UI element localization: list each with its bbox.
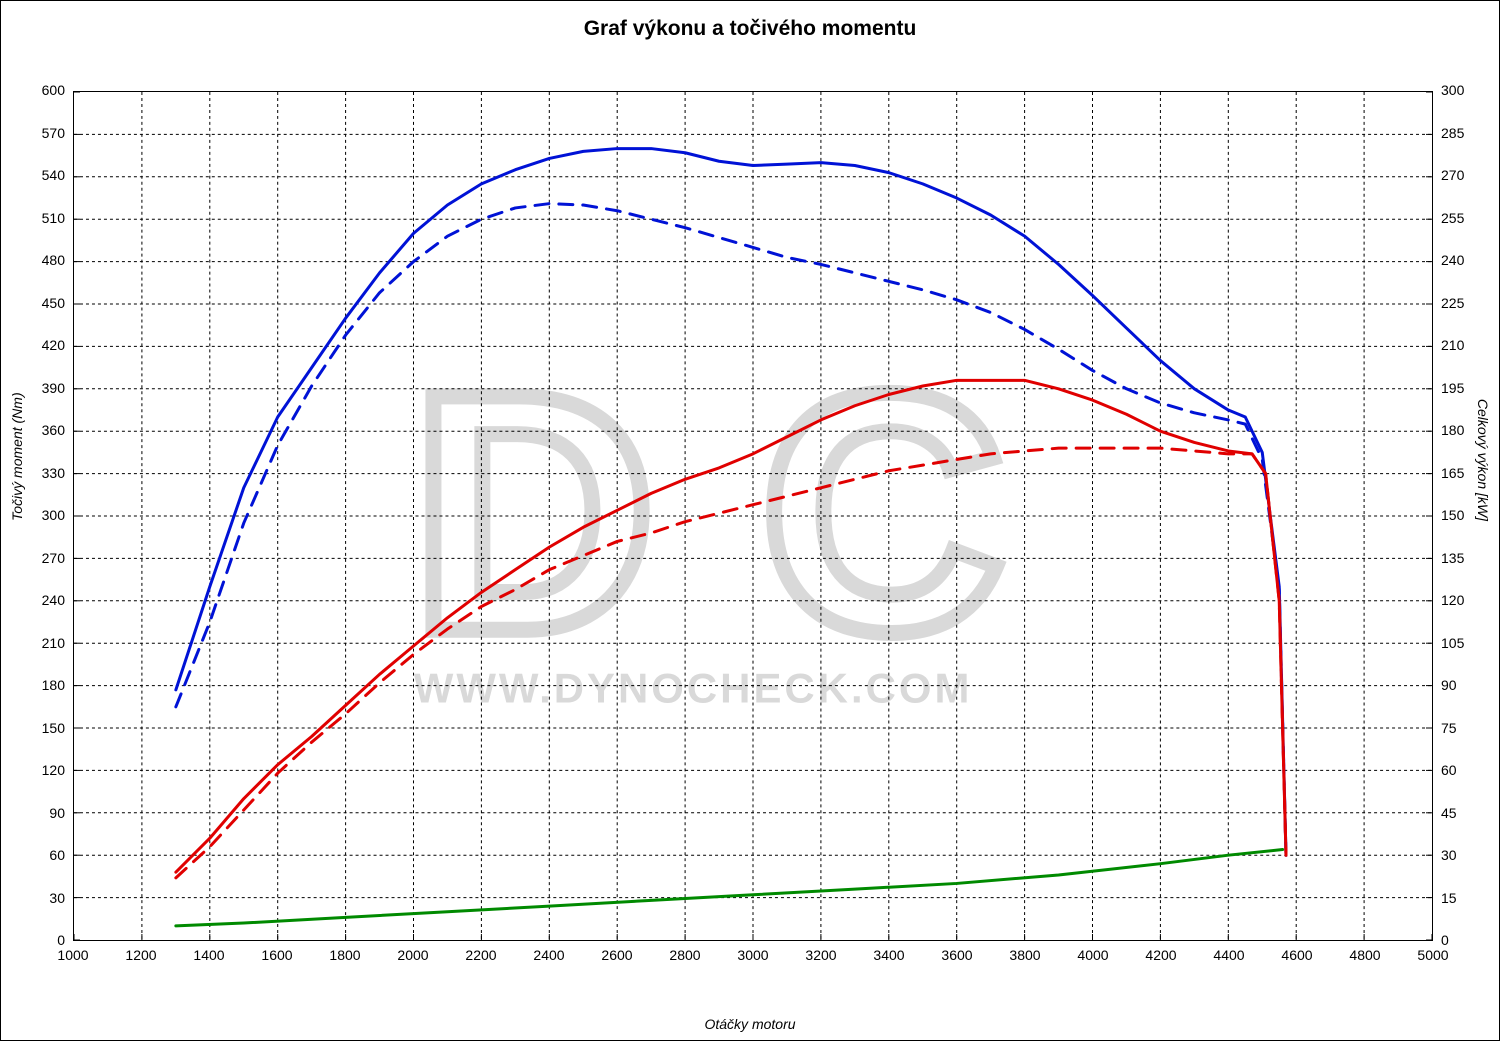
tick-label: 420 [42, 337, 65, 353]
tick-label: 30 [1441, 847, 1457, 863]
tick-label: 240 [1441, 252, 1464, 268]
tick-label: 0 [57, 932, 65, 948]
tick-label: 5000 [1417, 947, 1448, 963]
tick-label: 210 [42, 635, 65, 651]
data-layer [74, 92, 1432, 940]
tick-label: 1200 [125, 947, 156, 963]
tick-label: 60 [1441, 762, 1457, 778]
y-left-axis-label: Točivý moment (Nm) [9, 392, 25, 521]
tick-label: 2200 [465, 947, 496, 963]
chart-title: Graf výkonu a točivého momentu [1, 17, 1499, 41]
tick-label: 240 [42, 592, 65, 608]
tick-label: 480 [42, 252, 65, 268]
x-axis-label: Otáčky motoru [1, 1016, 1499, 1032]
tick-label: 90 [1441, 677, 1457, 693]
series-torque-stock [176, 204, 1286, 856]
tick-label: 330 [42, 465, 65, 481]
tick-label: 15 [1441, 890, 1457, 906]
tick-label: 0 [1441, 932, 1449, 948]
tick-label: 1800 [329, 947, 360, 963]
tick-label: 120 [42, 762, 65, 778]
tick-label: 270 [1441, 167, 1464, 183]
tick-label: 2800 [669, 947, 700, 963]
tick-label: 510 [42, 210, 65, 226]
tick-label: 45 [1441, 805, 1457, 821]
tick-label: 600 [42, 82, 65, 98]
tick-label: 2000 [397, 947, 428, 963]
tick-label: 180 [42, 677, 65, 693]
tick-label: 135 [1441, 550, 1464, 566]
tick-label: 30 [49, 890, 65, 906]
plot-area: DCWWW.DYNOCHECK.COM [73, 91, 1433, 941]
tick-label: 360 [42, 422, 65, 438]
tick-label: 4200 [1145, 947, 1176, 963]
tick-label: 225 [1441, 295, 1464, 311]
tick-label: 195 [1441, 380, 1464, 396]
tick-label: 120 [1441, 592, 1464, 608]
tick-label: 150 [1441, 507, 1464, 523]
tick-label: 285 [1441, 125, 1464, 141]
series-losses [176, 850, 1283, 926]
tick-label: 1400 [193, 947, 224, 963]
tick-label: 390 [42, 380, 65, 396]
tick-label: 3200 [805, 947, 836, 963]
tick-label: 540 [42, 167, 65, 183]
tick-label: 150 [42, 720, 65, 736]
series-power-tuned [176, 380, 1286, 872]
tick-label: 300 [42, 507, 65, 523]
tick-label: 4400 [1213, 947, 1244, 963]
tick-label: 1600 [261, 947, 292, 963]
tick-label: 450 [42, 295, 65, 311]
tick-label: 2400 [533, 947, 564, 963]
tick-label: 2600 [601, 947, 632, 963]
tick-label: 3600 [941, 947, 972, 963]
tick-label: 105 [1441, 635, 1464, 651]
tick-label: 90 [49, 805, 65, 821]
tick-label: 300 [1441, 82, 1464, 98]
tick-label: 1000 [57, 947, 88, 963]
tick-label: 3400 [873, 947, 904, 963]
chart-frame: Graf výkonu a točivého momentu DCWWW.DYN… [0, 0, 1500, 1041]
tick-label: 180 [1441, 422, 1464, 438]
tick-label: 570 [42, 125, 65, 141]
tick-label: 75 [1441, 720, 1457, 736]
tick-label: 270 [42, 550, 65, 566]
tick-label: 210 [1441, 337, 1464, 353]
tick-label: 3000 [737, 947, 768, 963]
tick-label: 4800 [1349, 947, 1380, 963]
series-torque-tuned [176, 149, 1286, 856]
tick-label: 4000 [1077, 947, 1108, 963]
y-right-axis-label: Celkový výkon [kW] [1475, 398, 1491, 520]
tick-label: 3800 [1009, 947, 1040, 963]
tick-label: 165 [1441, 465, 1464, 481]
tick-label: 255 [1441, 210, 1464, 226]
tick-label: 4600 [1281, 947, 1312, 963]
series-power-stock [176, 448, 1286, 878]
tick-label: 60 [49, 847, 65, 863]
